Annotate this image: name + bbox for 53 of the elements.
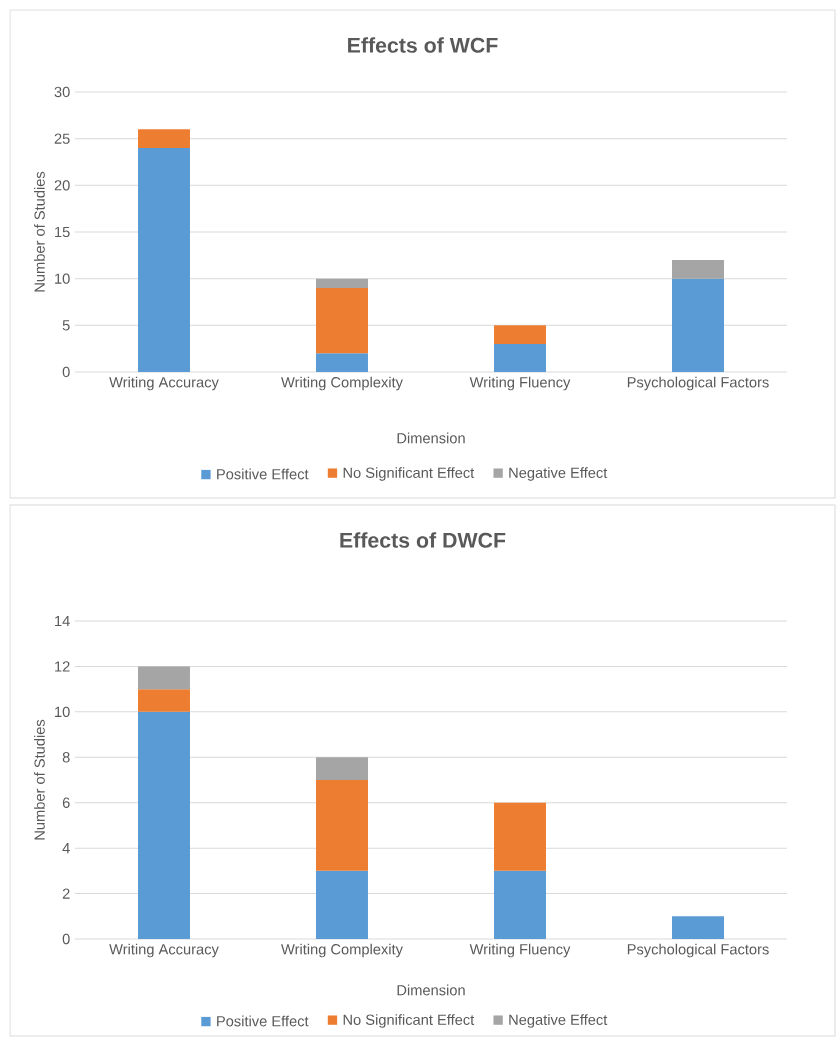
bar — [316, 870, 368, 939]
y-tick-label: 0 — [62, 933, 70, 945]
bar — [138, 129, 190, 148]
y-tick-label: 4 — [62, 843, 70, 854]
y-tick-label: 12 — [55, 661, 70, 672]
y-tick-label: 5 — [62, 320, 70, 331]
x-tick-label: Writing Accuracy — [109, 943, 219, 958]
y-tick-label: 30 — [54, 86, 70, 98]
bar — [494, 870, 546, 939]
x-tick-label: Psychological Factors — [627, 943, 769, 958]
y-tick-label: 8 — [62, 752, 70, 763]
legend-label: Positive Effect — [217, 1015, 309, 1027]
bar — [494, 325, 546, 344]
bar — [672, 916, 724, 939]
y-axis-title: Number of Studies — [34, 719, 45, 840]
legend-label: Positive Effect — [217, 468, 309, 480]
bar — [138, 689, 190, 712]
bar — [316, 780, 368, 871]
bar — [138, 147, 190, 372]
y-tick-label: 6 — [62, 797, 70, 808]
legend-label: No Significant Effect — [343, 1014, 475, 1028]
y-axis-title: Number of Studies — [34, 171, 45, 292]
chart-title: Effects of DWCF — [340, 532, 506, 548]
y-tick-label: 2 — [62, 888, 70, 899]
bar — [316, 278, 368, 288]
bar — [138, 666, 190, 690]
bar — [316, 287, 368, 354]
x-axis-title: Dimension — [397, 432, 465, 444]
bar — [316, 757, 368, 780]
y-tick-label: 15 — [55, 226, 70, 238]
bar — [316, 353, 368, 372]
x-tick-label: Writing Complexity — [281, 376, 403, 391]
bar — [494, 802, 546, 871]
x-tick-label: Writing Fluency — [469, 943, 571, 958]
chart-title: Effects of WCF — [348, 37, 498, 53]
y-tick-label: 10 — [55, 273, 70, 284]
bar — [672, 259, 724, 279]
y-tick-label: 0 — [62, 366, 70, 378]
x-tick-label: Writing Accuracy — [109, 376, 219, 391]
bar — [138, 711, 190, 939]
y-tick-label: 14 — [55, 615, 70, 627]
x-tick-label: Writing Fluency — [469, 376, 571, 391]
y-tick-label: 20 — [54, 180, 70, 191]
legend-label: No Significant Effect — [343, 467, 475, 481]
x-tick-label: Psychological Factors — [627, 376, 769, 391]
x-axis-title: Dimension — [397, 984, 465, 996]
legend-label: Negative Effect — [509, 1014, 608, 1028]
y-tick-label: 25 — [54, 133, 70, 144]
bar — [672, 278, 724, 372]
x-tick-label: Writing Complexity — [281, 943, 403, 958]
legend-label: Negative Effect — [509, 467, 608, 481]
y-tick-label: 10 — [55, 706, 70, 718]
bar — [494, 343, 546, 372]
